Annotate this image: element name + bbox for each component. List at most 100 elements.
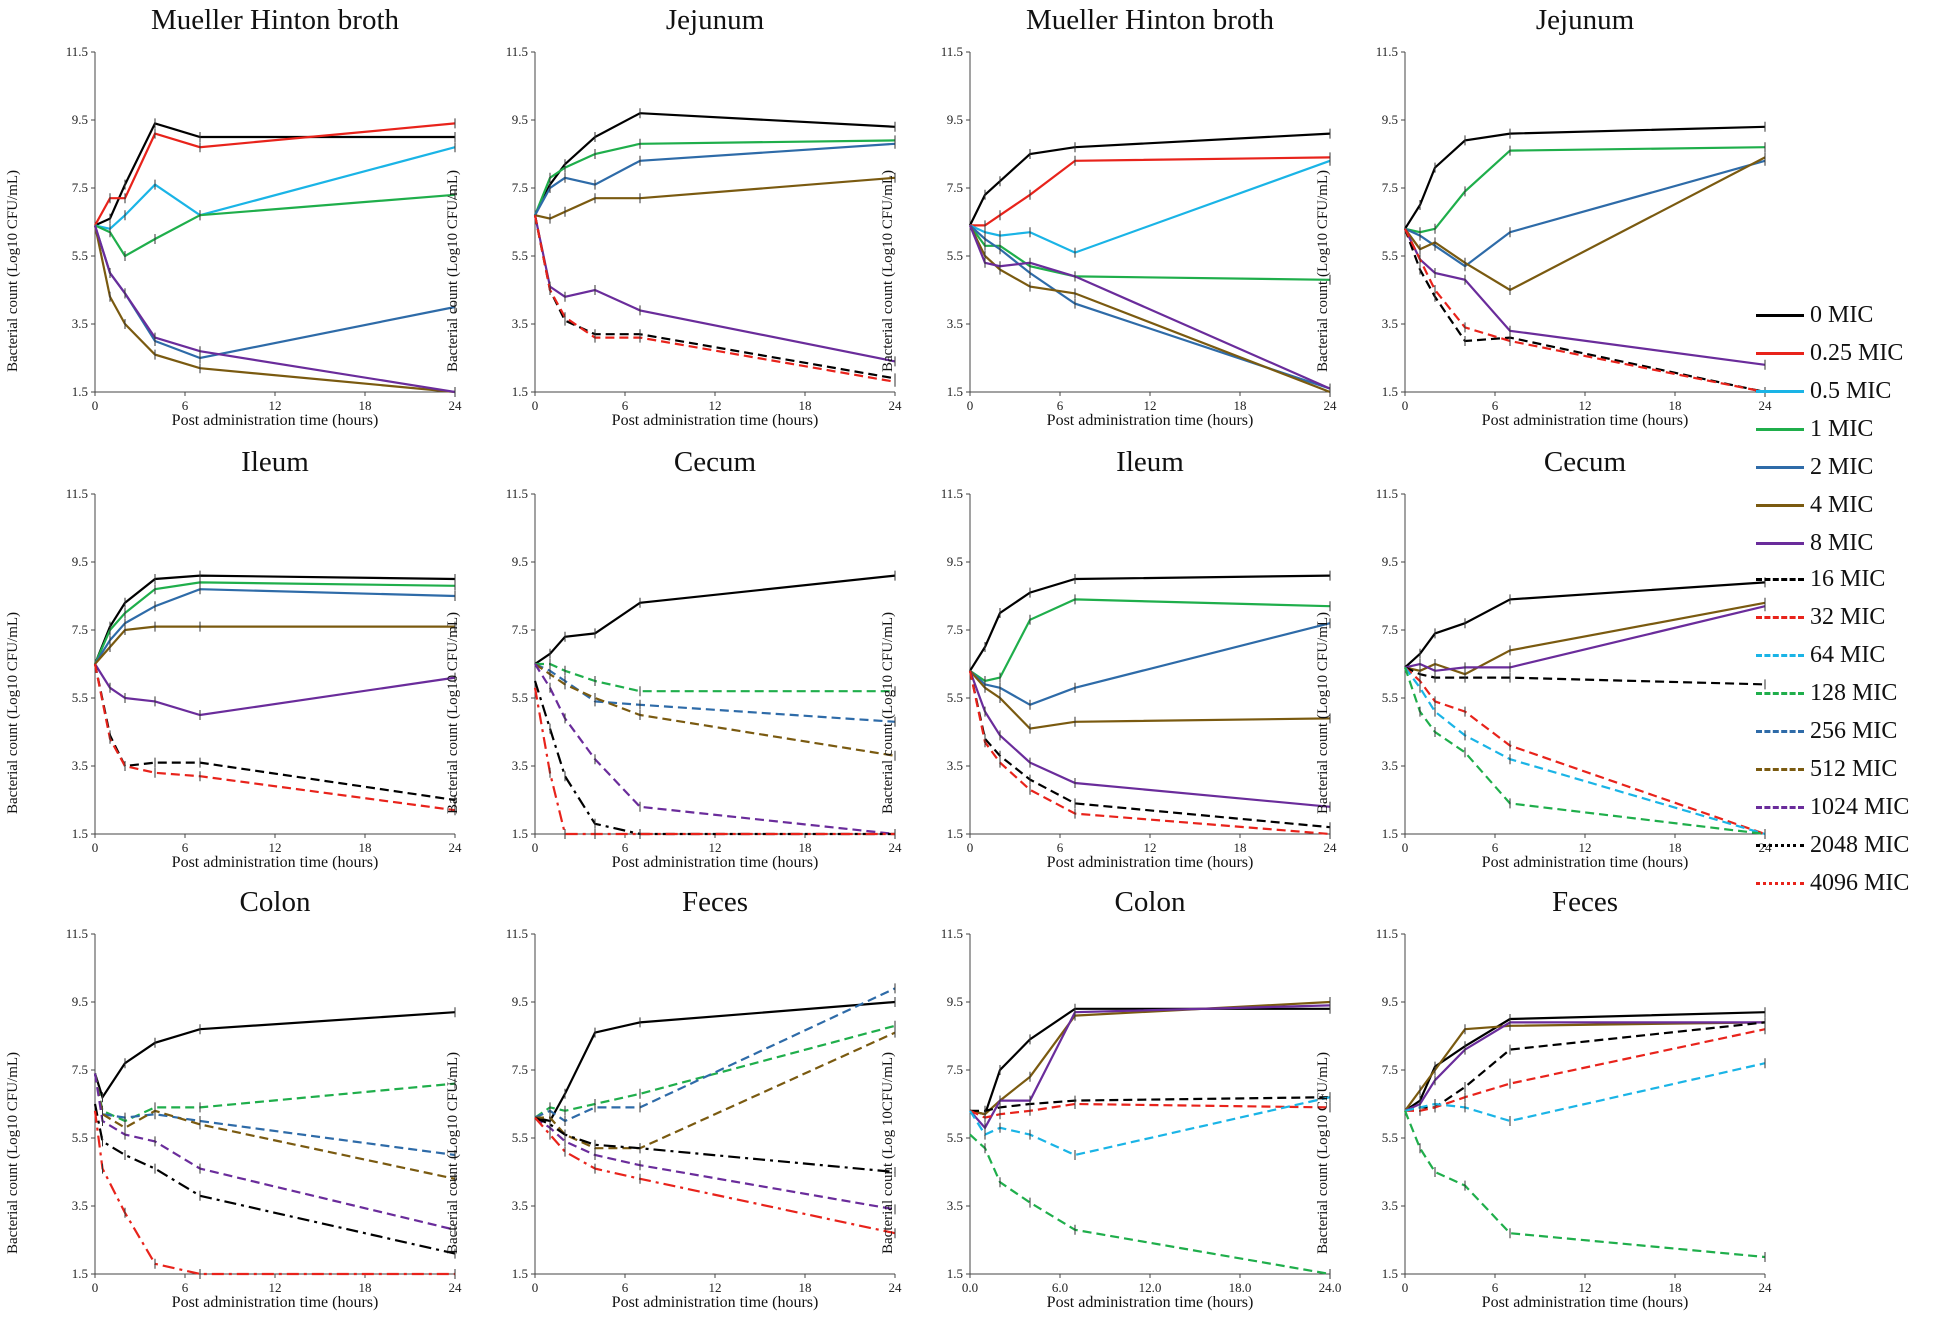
x-tick-label: 24: [1759, 398, 1773, 413]
y-axis-label: Bacterial count (Log10 CFU/mL): [880, 611, 896, 814]
legend-label: 16 MIC: [1810, 566, 1886, 592]
x-tick-label: 6: [1057, 840, 1064, 855]
x-tick-label: 24: [449, 840, 463, 855]
x-tick-label: 24: [889, 840, 903, 855]
chart-title: Cecum: [1543, 446, 1627, 478]
x-tick-label: 0: [92, 398, 99, 413]
x-axis-label: Post administration time (hours): [171, 854, 379, 871]
y-tick-label: 5.5: [512, 1130, 528, 1145]
x-tick-label: 12: [1144, 398, 1157, 413]
y-tick-label: 5.5: [72, 248, 88, 263]
chart-plot: 1.5 3.5 5.5 7.5 9.5 11.5 0 6 12 18 24: [1376, 926, 1772, 1295]
y-tick-label: 9.5: [512, 994, 528, 1009]
series-line: [969, 159, 1331, 254]
x-tick-label: 18: [1234, 398, 1247, 413]
chart-panel: Feces Bacterial count (Log10 CFU/mL) Post …: [445, 886, 905, 1334]
series-line: [534, 176, 896, 220]
x-tick-label: 18: [359, 840, 372, 855]
chart-title: Ileum: [241, 446, 309, 478]
x-tick-label: 12: [1144, 840, 1157, 855]
legend-item: 16 MIC: [1750, 564, 1950, 594]
legend-item: 0.25 MIC: [1750, 338, 1950, 368]
x-tick-label: 18: [1669, 398, 1682, 413]
legend-swatch: [1756, 352, 1804, 355]
x-tick-label: 18: [1234, 840, 1247, 855]
chart-panel: Feces Bacterial count (Log10 CFU/mL) Post …: [1315, 886, 1775, 1334]
series-line: [94, 146, 456, 230]
legend-item: 128 MIC: [1750, 678, 1950, 708]
y-tick-label: 11.5: [506, 486, 528, 501]
legend-swatch: [1756, 542, 1804, 545]
chart-panel: Colon Bacterial count (Log 10CFU/mL) Post …: [880, 886, 1341, 1334]
legend-swatch: [1756, 844, 1804, 847]
legend-label: 4 MIC: [1810, 492, 1874, 518]
series-line: [970, 156, 1331, 227]
series-line: [968, 670, 1331, 829]
y-tick-label: 11.5: [941, 44, 963, 59]
series-line: [969, 224, 1331, 394]
x-tick-label: 0: [92, 840, 99, 855]
series-line: [968, 224, 1331, 390]
x-tick-label: 18: [799, 1280, 812, 1295]
y-tick-label: 9.5: [947, 994, 963, 1009]
chart-plot: 1.5 3.5 5.5 7.5 9.5 11.5 0 6 12 18 24: [506, 44, 903, 413]
y-tick-label: 11.5: [1376, 926, 1398, 941]
y-tick-label: 7.5: [947, 1062, 963, 1077]
y-tick-label: 7.5: [1382, 1062, 1398, 1077]
legend-label: 2 MIC: [1810, 454, 1874, 480]
y-tick-label: 5.5: [512, 248, 528, 263]
legend-swatch: [1756, 578, 1804, 581]
y-tick-label: 7.5: [947, 180, 963, 195]
series-line: [93, 1110, 455, 1276]
series-line: [969, 574, 1331, 672]
x-tick-label: 12: [269, 840, 282, 855]
legend-label: 0.5 MIC: [1810, 378, 1892, 404]
series-line: [1404, 1021, 1766, 1112]
y-tick-label: 3.5: [72, 316, 88, 331]
x-tick-label: 0: [532, 840, 539, 855]
y-tick-label: 3.5: [947, 1198, 963, 1213]
x-tick-label: 24: [889, 398, 903, 413]
x-tick-label: 0: [967, 840, 974, 855]
y-axis-label: Bacterial count (Log 10CFU/mL): [880, 1051, 896, 1254]
y-axis-label: Bacterial count (Log10 CFU/mL): [1315, 611, 1331, 814]
legend-label: 8 MIC: [1810, 530, 1874, 556]
series-line: [969, 598, 1331, 683]
series-line: [93, 225, 456, 394]
y-tick-label: 3.5: [947, 758, 963, 773]
x-tick-label: 18: [359, 1280, 372, 1295]
y-tick-label: 5.5: [72, 690, 88, 705]
series-line: [1403, 1110, 1766, 1259]
chart-title: Jejunum: [665, 4, 765, 36]
legend-label: 1 MIC: [1810, 416, 1874, 442]
chart-plot: 1.5 3.5 5.5 7.5 9.5 11.5 0 6 12 18 24: [941, 44, 1337, 413]
legend-swatch: [1756, 654, 1804, 657]
y-tick-label: 9.5: [1382, 554, 1398, 569]
legend-item: 1024 MIC: [1750, 792, 1950, 822]
y-tick-label: 5.5: [1382, 248, 1398, 263]
y-tick-label: 11.5: [66, 486, 88, 501]
chart-panel: Jejunum Bacterial count (Log10 CFU/mL) Pos…: [445, 4, 905, 452]
series-line: [1404, 1021, 1766, 1112]
y-tick-label: 7.5: [512, 180, 528, 195]
x-tick-label: 6: [1492, 398, 1499, 413]
series-line: [1405, 1028, 1766, 1112]
series-line: [534, 1116, 896, 1211]
y-axis-label: Bacterial count (Log10 CFU/mL): [880, 169, 896, 372]
series-line: [534, 663, 896, 836]
legend-item: 512 MIC: [1750, 754, 1950, 784]
x-tick-label: 6: [1057, 398, 1064, 413]
series-line: [93, 581, 456, 665]
chart-panel: Jejunum Bacterial count (Log10 CFU/mL) Pos…: [1315, 4, 1775, 452]
y-tick-label: 3.5: [512, 316, 528, 331]
x-tick-label: 12: [709, 840, 722, 855]
x-tick-label: 0: [967, 398, 974, 413]
series-line: [1404, 156, 1766, 292]
x-tick-label: 6: [1492, 1280, 1499, 1295]
series-line: [969, 224, 1331, 281]
series-line: [534, 1024, 896, 1119]
x-tick-label: 12: [269, 1280, 282, 1295]
series-line: [968, 670, 1331, 836]
x-axis-label: Post administration time (hours): [1481, 854, 1689, 871]
y-tick-label: 9.5: [72, 112, 88, 127]
